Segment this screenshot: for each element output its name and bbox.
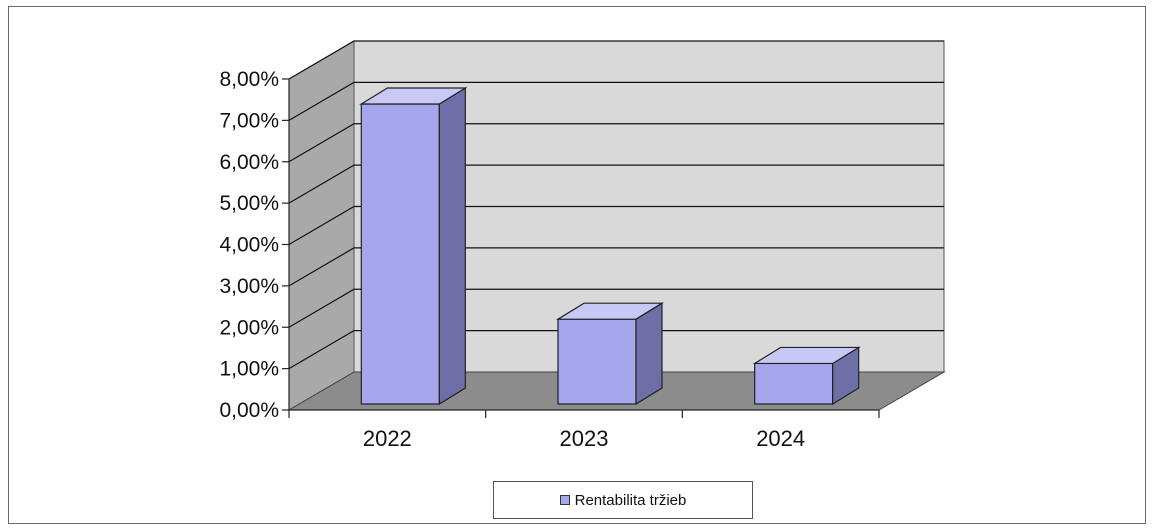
legend-label: Rentabilita tržieb (574, 491, 687, 509)
y-tick-labels: 0,00% 1,00% 2,00% 3,00% 4,00% 5,00% 6,00% 7,00%… (219, 68, 279, 422)
bar-front (360, 103, 440, 405)
y-tick-label: 5,00% (219, 192, 279, 215)
bar-front (557, 318, 637, 405)
gridline (288, 205, 944, 246)
x-tick-labels: 2022 2023 2024 (363, 426, 805, 451)
gridline (288, 330, 944, 370)
y-tick-label: 6,00% (219, 151, 279, 174)
bar-side (635, 302, 663, 406)
bar-top (555, 302, 665, 320)
chart-frame: 0,00% 1,00% 2,00% 3,00% 4,00% 5,00% 6,00% 7,00%… (8, 6, 1146, 524)
y-tick-label: 0,00% (219, 399, 279, 422)
legend: Rentabilita tržieb (493, 481, 753, 519)
gridline (288, 247, 944, 287)
gridlines (288, 40, 944, 370)
x-tick-label: 2022 (363, 426, 412, 451)
bar (359, 86, 468, 406)
gridline (288, 288, 944, 328)
bar (752, 346, 861, 406)
y-tick-label: 8,00% (219, 68, 279, 91)
bar-top (752, 346, 861, 365)
gridline (288, 40, 944, 80)
axes (282, 78, 880, 418)
bars (359, 86, 861, 406)
gridline (288, 164, 944, 204)
x-tick-label: 2024 (756, 426, 805, 451)
gridline (288, 81, 944, 121)
y-tick-label: 2,00% (219, 316, 279, 339)
bar-top (359, 87, 468, 105)
y-tick-label: 3,00% (219, 275, 279, 298)
legend-swatch (559, 495, 570, 505)
y-tick-label: 1,00% (219, 358, 279, 381)
y-tick-label: 7,00% (219, 109, 279, 132)
gridline (288, 123, 944, 163)
bar-front (754, 362, 834, 405)
chart-plot: 0,00% 1,00% 2,00% 3,00% 4,00% 5,00% 6,00% 7,00%… (219, 40, 946, 451)
bar-side (438, 86, 466, 406)
y-tick-label: 4,00% (219, 234, 279, 257)
x-tick-label: 2023 (560, 426, 609, 451)
bar (555, 302, 665, 406)
